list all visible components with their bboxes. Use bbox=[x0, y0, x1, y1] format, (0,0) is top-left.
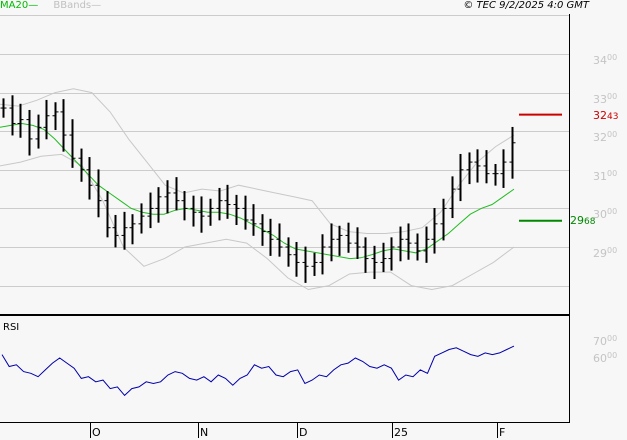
support-label: 2968 bbox=[570, 214, 596, 227]
price-axis-label: 2900 bbox=[593, 246, 618, 260]
x-axis-label: D bbox=[299, 426, 308, 439]
resistance-label: 3243 bbox=[593, 109, 619, 122]
x-axis-label: F bbox=[499, 426, 506, 439]
chart-frame bbox=[0, 14, 570, 438]
x-axis-label: 25 bbox=[394, 426, 408, 439]
x-axis-label: O bbox=[92, 426, 101, 439]
price-axis-label: 3300 bbox=[593, 92, 618, 106]
x-axis-label: N bbox=[200, 426, 209, 439]
price-axis-label: 3200 bbox=[593, 130, 618, 144]
rsi-axis-70: 7000 bbox=[593, 334, 618, 348]
level-lines bbox=[519, 113, 562, 222]
grid-lines bbox=[0, 15, 569, 287]
copyright-text: © TEC 9/2/2025 4:0 GMT bbox=[463, 0, 589, 11]
rsi-axis-60: 6000 bbox=[593, 351, 618, 365]
rsi-line bbox=[1, 345, 515, 397]
price-axis-label: 3000 bbox=[593, 207, 618, 221]
legend-ma20: MA20— bbox=[0, 0, 39, 11]
rsi-label: RSI bbox=[3, 322, 20, 333]
bollinger-bands bbox=[0, 88, 515, 291]
legend-bbands: BBands— bbox=[53, 0, 102, 11]
price-axis-label: 3100 bbox=[593, 169, 618, 183]
price-axis-label: 3400 bbox=[593, 53, 618, 67]
ma20-line bbox=[0, 122, 515, 260]
ohlc-bars bbox=[0, 95, 516, 283]
chart-legend: MA20— BBands— bbox=[0, 0, 101, 12]
